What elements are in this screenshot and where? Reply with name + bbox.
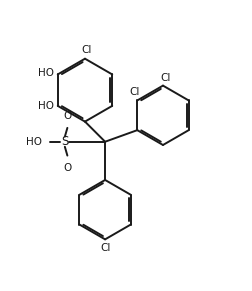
- Text: Cl: Cl: [100, 243, 110, 253]
- Text: HO: HO: [38, 68, 54, 78]
- Text: HO: HO: [26, 137, 42, 147]
- Text: Cl: Cl: [160, 72, 170, 83]
- Text: HO: HO: [38, 101, 54, 111]
- Text: S: S: [61, 135, 68, 148]
- Text: Cl: Cl: [81, 45, 91, 55]
- Text: Cl: Cl: [129, 87, 139, 97]
- Text: O: O: [63, 163, 71, 173]
- Text: O: O: [63, 111, 71, 121]
